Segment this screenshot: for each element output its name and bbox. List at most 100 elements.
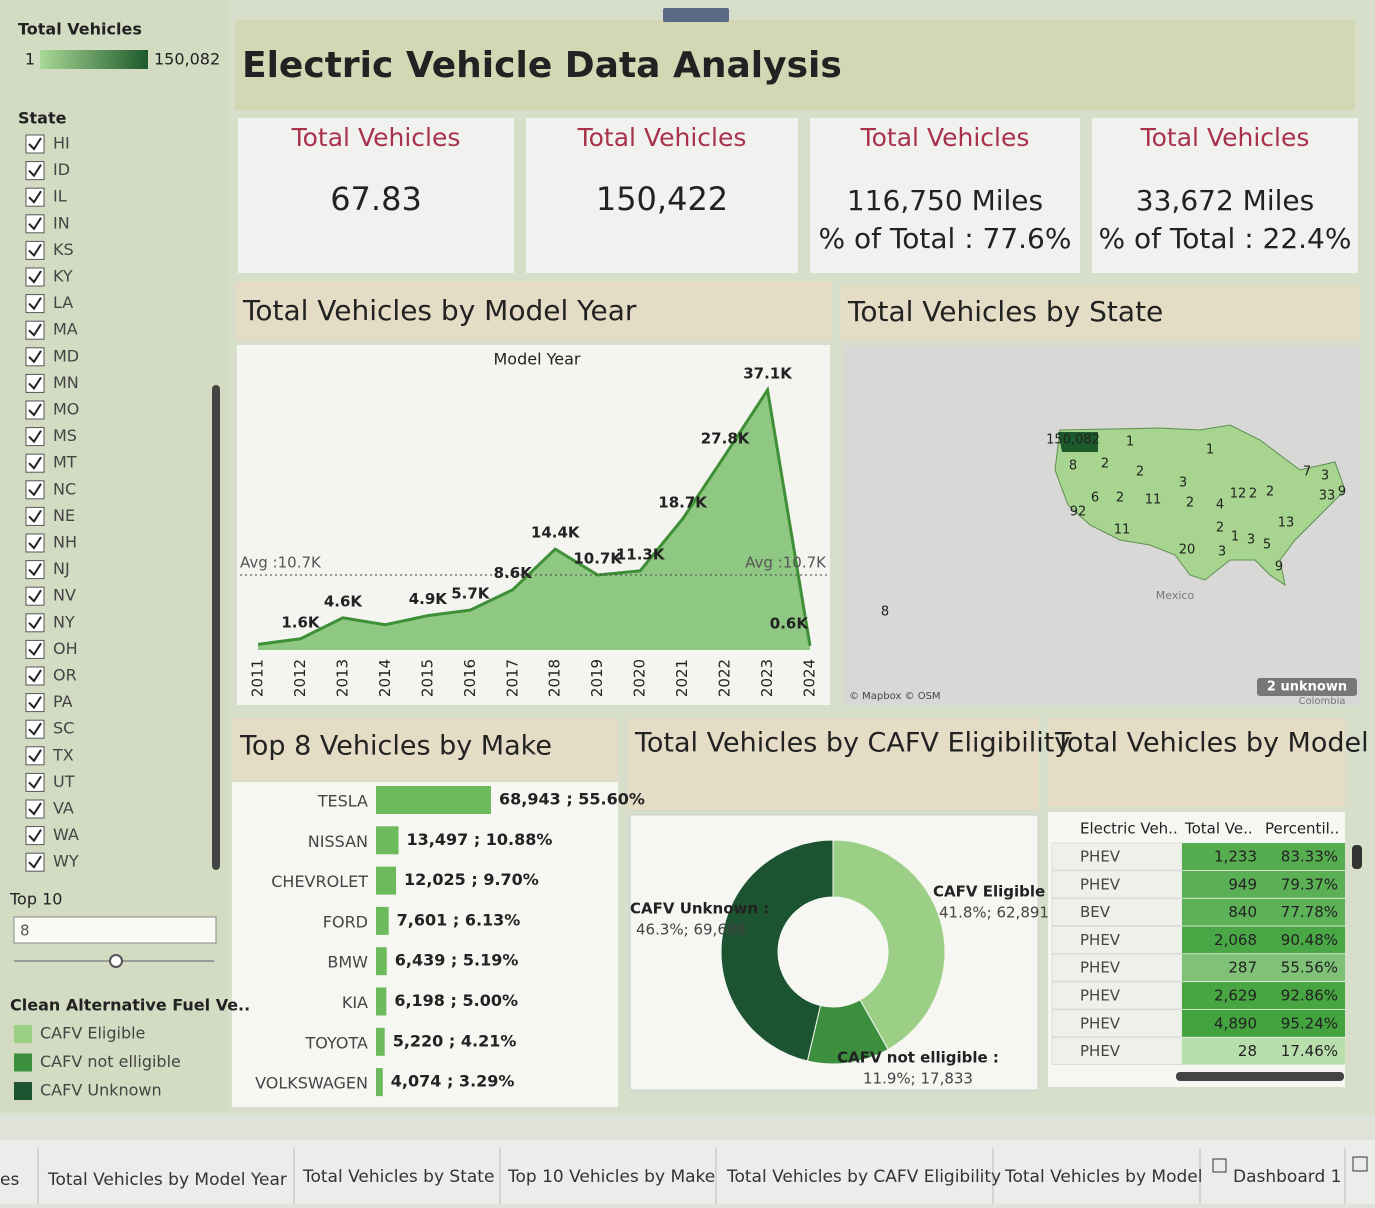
state-option[interactable]: UT — [53, 772, 75, 791]
state-option[interactable]: NJ — [53, 559, 70, 578]
state-option[interactable]: NC — [53, 479, 76, 498]
state-label: 3 — [1247, 533, 1255, 548]
bar — [376, 826, 399, 855]
legend-entry: CAFV not elligible — [40, 1052, 181, 1071]
x-tick-label: 2013 — [333, 659, 351, 697]
data-label: 0.6K — [770, 614, 810, 632]
state-label: 8 — [1069, 459, 1077, 474]
sheet-tab[interactable]: Top 10 Vehicles by Make — [507, 1167, 715, 1187]
checkbox[interactable] — [25, 294, 45, 314]
sheet-tab[interactable]: Dashboard 1 — [1233, 1167, 1341, 1187]
state-option[interactable]: WA — [53, 825, 79, 844]
state-label: 4 — [1216, 498, 1224, 513]
checkbox[interactable] — [25, 240, 45, 260]
slice-label: CAFV not elligible : — [837, 1049, 999, 1067]
state-option[interactable]: ID — [53, 160, 70, 179]
checkbox[interactable] — [25, 187, 45, 207]
state-option[interactable]: IN — [53, 213, 70, 232]
state-label: 2 — [1136, 465, 1144, 480]
state-option[interactable]: NE — [53, 506, 75, 525]
state-option[interactable]: HI — [53, 134, 70, 153]
state-option[interactable]: MD — [53, 346, 79, 365]
state-option[interactable]: NH — [53, 533, 77, 552]
state-label: 11 — [1114, 523, 1131, 538]
state-option[interactable]: MS — [53, 426, 77, 445]
state-option[interactable]: IL — [53, 187, 67, 206]
checkbox[interactable] — [25, 347, 45, 367]
checkbox[interactable] — [25, 799, 45, 819]
checkbox[interactable] — [25, 134, 45, 154]
sheet-tab[interactable]: Total Vehicles by Model — [1004, 1167, 1202, 1187]
state-option[interactable]: MN — [53, 373, 79, 392]
checkbox[interactable] — [25, 400, 45, 420]
checkbox[interactable] — [25, 852, 45, 872]
state-option[interactable]: LA — [53, 293, 73, 312]
checkbox[interactable] — [25, 772, 45, 792]
state-option[interactable]: TX — [52, 745, 74, 764]
checkbox[interactable] — [25, 666, 45, 686]
state-option[interactable]: WY — [53, 852, 79, 871]
checkbox[interactable] — [25, 427, 45, 447]
state-option[interactable]: MT — [53, 453, 77, 472]
parameter-input[interactable] — [13, 916, 217, 944]
sheet-tab[interactable]: Total Vehicles by Model Year — [47, 1170, 287, 1190]
checkbox[interactable] — [25, 693, 45, 713]
chart-title: Total Vehicles by Model — [1054, 728, 1369, 759]
state-option[interactable]: OH — [53, 639, 78, 658]
check-mark — [28, 563, 42, 577]
parameter-value[interactable]: 8 — [20, 922, 30, 940]
x-tick-label: 2017 — [503, 659, 521, 697]
checkbox[interactable] — [25, 161, 45, 181]
sheet-tab[interactable]: Total Vehicles by State — [302, 1167, 494, 1187]
checkbox[interactable] — [25, 746, 45, 766]
state-option[interactable]: MO — [53, 400, 79, 419]
checkbox[interactable] — [25, 826, 45, 846]
unknown-indicator[interactable]: 2 unknown — [1267, 680, 1347, 695]
parameter-title: Top 10 — [9, 890, 62, 909]
section-header — [235, 282, 832, 340]
state-label: 3 — [1321, 469, 1329, 484]
sheet-tab[interactable]: Total Vehicles by CAFV Eligibility — [726, 1167, 1001, 1187]
check-mark — [28, 403, 42, 417]
checkbox[interactable] — [25, 639, 45, 659]
checkbox[interactable] — [25, 560, 45, 580]
slider-handle[interactable] — [109, 954, 123, 968]
check-mark — [28, 483, 42, 497]
checkbox[interactable] — [25, 613, 45, 633]
state-option[interactable]: MA — [53, 320, 78, 339]
data-label: 4,074 ; 3.29% — [391, 1072, 515, 1091]
checkbox[interactable] — [25, 214, 45, 234]
checkbox[interactable] — [25, 506, 45, 526]
us-map — [1054, 424, 1346, 587]
checkbox[interactable] — [25, 533, 45, 553]
checkbox[interactable] — [25, 480, 45, 500]
state-option[interactable]: NV — [53, 586, 76, 605]
state-option[interactable]: KY — [53, 267, 73, 286]
checkbox[interactable] — [25, 267, 45, 287]
checkbox[interactable] — [25, 453, 45, 473]
table-number: 79.37% — [1281, 875, 1338, 893]
kpi-card — [1092, 118, 1358, 273]
state-option[interactable]: VA — [53, 799, 74, 818]
kpi-title: Total Vehicles — [577, 123, 747, 152]
table-cell — [1051, 870, 1183, 899]
table-number: 287 — [1228, 959, 1257, 977]
state-option[interactable]: PA — [53, 692, 73, 711]
sheet-tab[interactable]: es — [0, 1170, 19, 1190]
checkbox[interactable] — [25, 719, 45, 739]
state-option[interactable]: SC — [53, 719, 74, 738]
checkbox[interactable] — [25, 320, 45, 340]
new-sheet-button[interactable] — [1352, 1156, 1368, 1172]
kpi-title: Total Vehicles — [860, 123, 1030, 152]
check-mark — [28, 855, 42, 869]
checkbox[interactable] — [25, 586, 45, 606]
state-option[interactable]: NY — [53, 612, 75, 631]
average-label: Avg :10.7K — [240, 554, 322, 572]
check-mark — [28, 323, 42, 337]
check-mark — [28, 430, 42, 444]
state-option[interactable]: OR — [53, 666, 77, 685]
check-mark — [28, 270, 42, 284]
state-option[interactable]: KS — [53, 240, 74, 259]
unknown-badge[interactable] — [1257, 678, 1357, 696]
checkbox[interactable] — [25, 373, 45, 393]
